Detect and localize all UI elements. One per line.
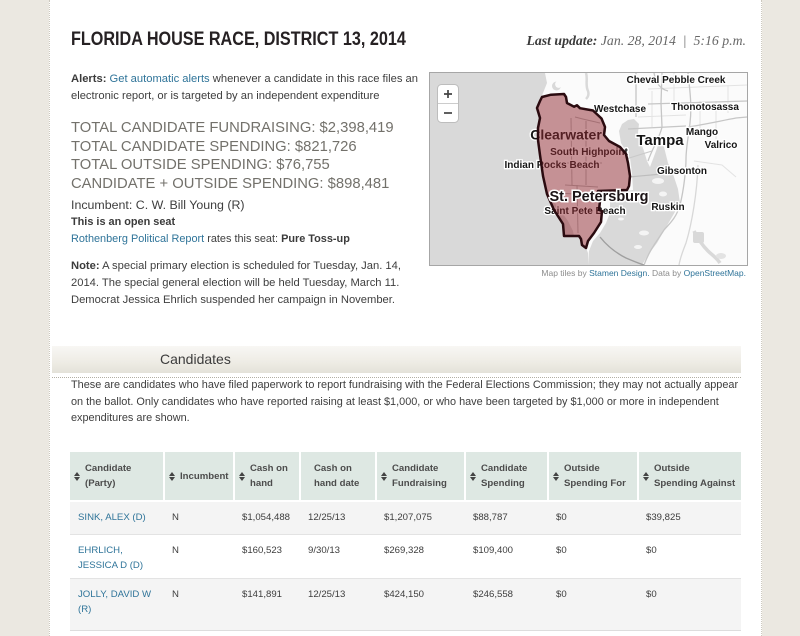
svg-text:St. Petersburg: St. Petersburg xyxy=(549,189,648,205)
svg-text:Westchase: Westchase xyxy=(594,104,647,115)
svg-text:Valrico: Valrico xyxy=(705,140,738,151)
svg-text:Mango: Mango xyxy=(686,127,718,138)
svg-text:Gibsonton: Gibsonton xyxy=(657,166,707,177)
svg-text:Tampa: Tampa xyxy=(636,132,684,149)
svg-text:Cheval Pebble Creek: Cheval Pebble Creek xyxy=(627,75,726,86)
svg-text:Thonotosassa: Thonotosassa xyxy=(671,102,739,113)
svg-text:Ruskin: Ruskin xyxy=(651,202,684,213)
